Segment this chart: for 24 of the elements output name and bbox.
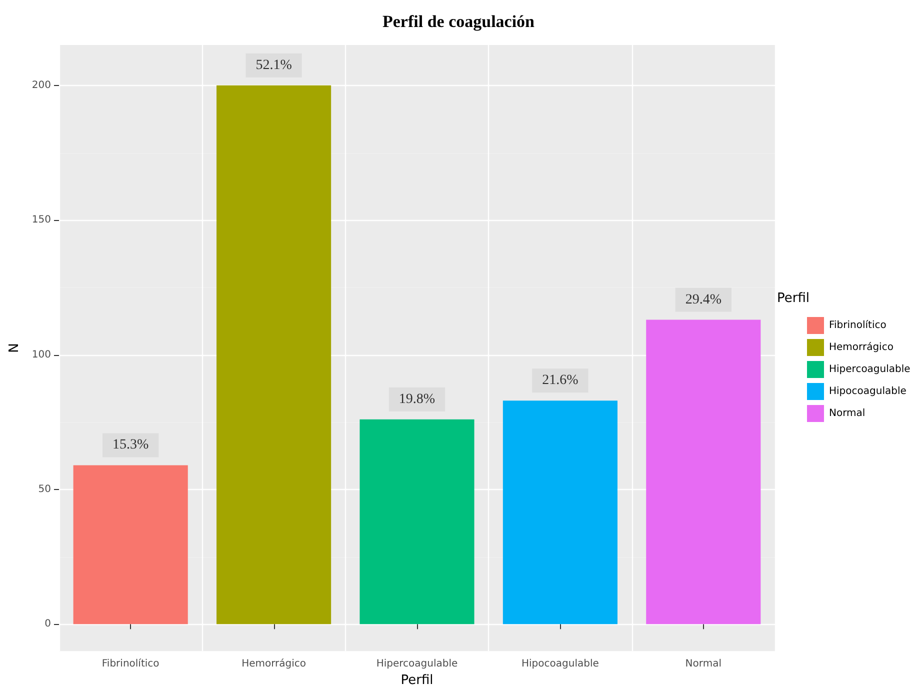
x-tick-label: Hemorrágico bbox=[242, 658, 306, 670]
annotation: 29.4% bbox=[685, 292, 722, 308]
x-tick-label: Hipocoagulable bbox=[522, 658, 599, 670]
y-tick-label: 0 bbox=[44, 618, 51, 630]
legend-label: Fibrinolítico bbox=[829, 320, 886, 331]
legend-label: Hipocoagulable bbox=[829, 386, 906, 397]
annotation: 52.1% bbox=[256, 58, 292, 73]
y-tick-label: 100 bbox=[32, 349, 51, 360]
legend-label: Hemorrágico bbox=[829, 342, 894, 353]
x-tick-label: Fibrinolítico bbox=[102, 658, 160, 670]
annotation: 15.3% bbox=[112, 438, 149, 453]
annotation: 19.8% bbox=[398, 392, 436, 407]
x-tick-label: Normal bbox=[685, 658, 722, 670]
y-axis-title: N bbox=[7, 343, 22, 353]
y-tick-label: 150 bbox=[32, 214, 51, 226]
x-tick-label: Hipercoagulable bbox=[376, 658, 458, 670]
y-tick-label: 200 bbox=[32, 80, 51, 91]
legend-label: Hipercoagulable bbox=[829, 364, 910, 375]
annotation: 21.6% bbox=[542, 373, 579, 388]
legend-title: Perfil bbox=[400, 673, 434, 688]
x-axis-title: Perfil bbox=[777, 291, 810, 306]
chart-title: Perfil de coagulación bbox=[382, 12, 536, 31]
y-tick-label: 50 bbox=[38, 484, 51, 495]
legend-label: Normal bbox=[829, 408, 866, 419]
